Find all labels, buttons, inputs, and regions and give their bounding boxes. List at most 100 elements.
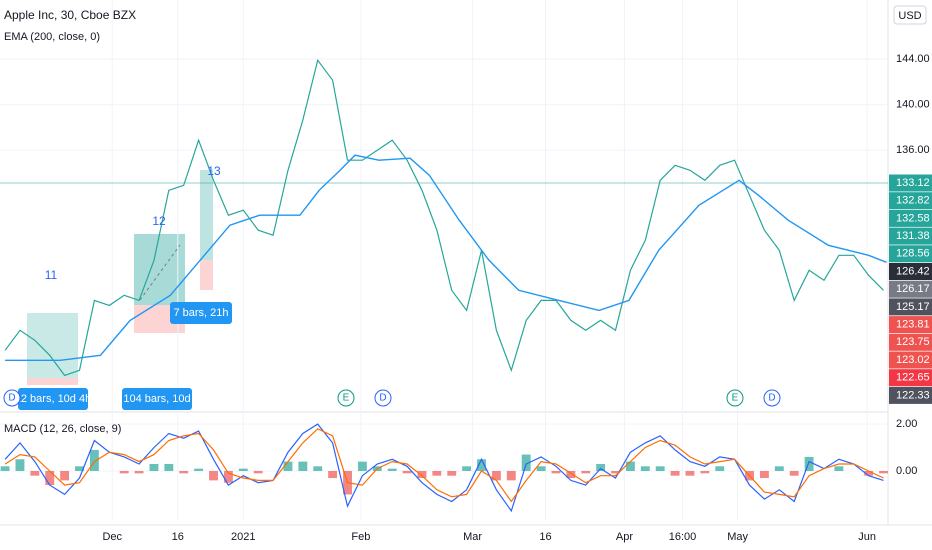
currency[interactable]: USD bbox=[898, 10, 921, 22]
price-tag bbox=[889, 298, 932, 316]
price-tag-label: 131.38 bbox=[896, 230, 930, 242]
macd-histogram-bar bbox=[640, 466, 650, 471]
indicator-label: MACD (12, 26, close, 9) bbox=[4, 423, 121, 435]
y-tick-label: 140.00 bbox=[896, 99, 930, 111]
event-label: D bbox=[8, 393, 15, 404]
macd-histogram-bar bbox=[238, 468, 248, 471]
macd-histogram-bar bbox=[387, 468, 397, 471]
macd-histogram-bar bbox=[253, 470, 263, 474]
price-tag bbox=[889, 227, 932, 245]
wave-label: 12 bbox=[152, 214, 166, 228]
x-tick-label: 2021 bbox=[231, 531, 255, 543]
macd-histogram-bar bbox=[536, 466, 546, 471]
price-tag-label: 128.56 bbox=[896, 248, 930, 260]
price-tag bbox=[889, 192, 932, 210]
macd-histogram-bar bbox=[209, 470, 218, 481]
price-tag bbox=[889, 263, 932, 280]
macd-histogram-bar bbox=[15, 459, 25, 471]
event-label: E bbox=[732, 393, 739, 404]
macd-histogram-bar bbox=[685, 470, 695, 476]
macd-histogram-bar bbox=[60, 470, 70, 481]
x-tick-label: Jun bbox=[858, 531, 876, 543]
x-tick-label: 16 bbox=[539, 531, 551, 543]
event-marker bbox=[337, 389, 355, 407]
macd-histogram-bar bbox=[223, 470, 233, 483]
macd-histogram-bar bbox=[447, 470, 457, 476]
price-tag-label: 123.02 bbox=[896, 354, 930, 366]
price-line bbox=[4, 58, 884, 377]
macd-histogram-bar bbox=[625, 461, 635, 471]
price-tag bbox=[889, 209, 932, 227]
chart-title: Apple Inc, 30, Cboe BZX bbox=[4, 8, 136, 22]
indicator-label: EMA (200, close, 0) bbox=[4, 31, 100, 43]
macd-histogram-bar bbox=[134, 470, 144, 474]
macd-histogram-bar bbox=[596, 463, 606, 471]
macd-histogram-bar bbox=[566, 470, 576, 479]
measure-label: 104 bars, 10d bbox=[123, 393, 190, 405]
x-tick-label: Dec bbox=[102, 531, 122, 543]
price-tag bbox=[889, 280, 932, 298]
y-tick-label: 136.00 bbox=[896, 144, 930, 156]
macd-histogram-bar bbox=[804, 456, 814, 471]
price-tag bbox=[889, 386, 932, 404]
macd-histogram-bar bbox=[357, 461, 367, 471]
event-marker bbox=[374, 389, 392, 407]
macd-histogram-bar bbox=[417, 470, 427, 479]
macd-histogram-bar bbox=[164, 463, 174, 471]
wave-label: 11 bbox=[45, 268, 58, 282]
macd-histogram-bar bbox=[119, 470, 129, 474]
x-tick-label: Apr bbox=[616, 531, 633, 543]
macd-histogram-bar bbox=[432, 470, 442, 476]
event-marker bbox=[726, 389, 744, 407]
price-line bbox=[5, 154, 887, 361]
event-marker bbox=[763, 389, 781, 407]
price-tag-label: 132.82 bbox=[896, 195, 930, 207]
macd-histogram-bar bbox=[298, 461, 308, 471]
measure-box bbox=[170, 302, 232, 324]
measure-box bbox=[18, 388, 88, 410]
macd-histogram-bar bbox=[313, 466, 323, 471]
measure-label: 7 bars, 21h bbox=[173, 307, 228, 319]
price-tag bbox=[889, 316, 932, 334]
macd-histogram-bar bbox=[774, 466, 784, 471]
price-tag bbox=[889, 333, 932, 351]
long-profit-zone bbox=[200, 170, 213, 260]
macd-histogram-bar bbox=[194, 468, 204, 471]
macd-histogram-bar bbox=[521, 454, 531, 471]
measure-label: 12 bars, 10d 4h bbox=[15, 393, 91, 405]
price-tag-label: 122.65 bbox=[896, 372, 930, 384]
macd-histogram-bar bbox=[879, 470, 888, 474]
x-tick-label: 16 bbox=[172, 531, 184, 543]
price-tag-label: 132.58 bbox=[896, 212, 930, 224]
macd-histogram-bar bbox=[581, 470, 591, 474]
macd-histogram-bar bbox=[402, 470, 412, 474]
x-tick-label: Mar bbox=[463, 531, 482, 543]
long-loss-zone bbox=[27, 378, 78, 385]
price-tag-label: 133.12 bbox=[896, 177, 930, 189]
event-label: D bbox=[768, 393, 775, 404]
macd-histogram-bar bbox=[670, 470, 680, 476]
price-tag-label: 122.33 bbox=[896, 389, 930, 401]
macd-histogram-bar bbox=[715, 466, 725, 471]
event-label: D bbox=[379, 393, 386, 404]
macd-histogram-bar bbox=[551, 470, 561, 474]
y-tick-label: 2.00 bbox=[896, 418, 917, 430]
macd-histogram-bar bbox=[30, 470, 40, 476]
macd-histogram-bar bbox=[0, 466, 10, 471]
macd-histogram-bar bbox=[328, 470, 338, 479]
x-tick-label: May bbox=[727, 531, 748, 543]
macd-histogram-bar bbox=[283, 461, 293, 471]
macd-histogram-bar bbox=[611, 470, 620, 474]
macd-histogram-bar bbox=[834, 466, 844, 471]
macd-histogram-bar bbox=[89, 449, 99, 471]
macd-histogram-bar bbox=[491, 470, 501, 481]
long-profit-zone bbox=[27, 313, 78, 378]
price-tag-label: 123.75 bbox=[896, 336, 930, 348]
macd-histogram-bar bbox=[462, 466, 472, 471]
event-label: E bbox=[343, 393, 350, 404]
macd-histogram-bar bbox=[759, 470, 769, 479]
currency-button[interactable] bbox=[893, 5, 927, 25]
price-tag bbox=[889, 174, 932, 192]
price-tag bbox=[889, 351, 932, 369]
